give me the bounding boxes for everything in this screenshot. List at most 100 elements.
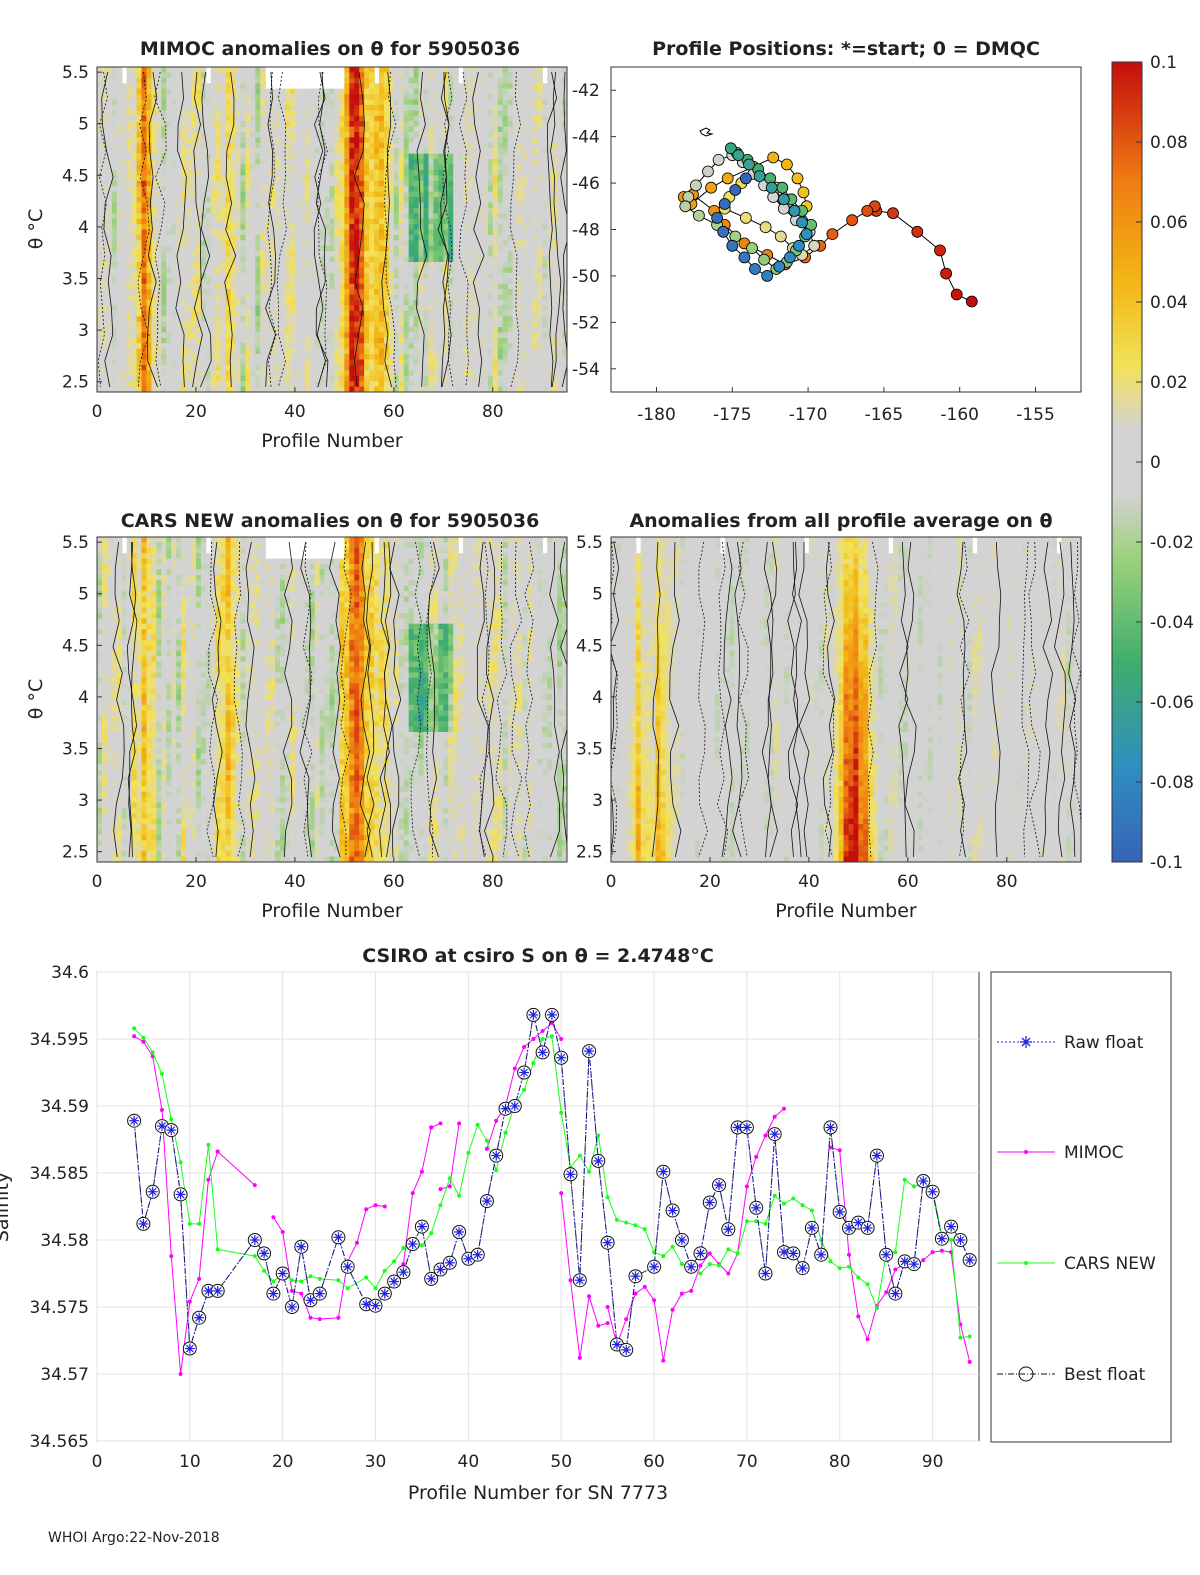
heatmap-cell (408, 229, 415, 236)
heatmap-cell (408, 348, 415, 355)
heatmap-cell (215, 381, 222, 388)
heatmap-cell (280, 153, 286, 160)
heatmap-cell (106, 234, 113, 241)
heatmap-cell (468, 305, 474, 312)
heatmap-cell (497, 375, 504, 382)
heatmap-cell (334, 175, 341, 182)
heatmap-cell (121, 289, 128, 296)
heatmap-cell (468, 283, 474, 290)
heatmap-cell (324, 213, 331, 220)
heatmap-cell (255, 381, 261, 388)
heatmap-cell (438, 321, 444, 328)
heatmap-cell (161, 240, 167, 247)
heatmap-cell (334, 148, 341, 155)
heatmap-cell (230, 359, 237, 366)
heatmap-cell (398, 88, 405, 95)
heatmap-cell (285, 278, 291, 285)
heatmap-cell (285, 283, 291, 290)
heatmap-cell (210, 305, 217, 312)
heatmap-cell (161, 234, 167, 241)
heatmap-cell (319, 229, 326, 236)
heatmap-cell (369, 213, 375, 220)
heatmap-cell (161, 321, 167, 328)
heatmap-cell (339, 359, 345, 366)
heatmap-cell (473, 327, 479, 334)
heatmap-cell (151, 364, 157, 371)
heatmap-cell (309, 88, 316, 95)
heatmap-cell (240, 310, 247, 317)
heatmap-cell (383, 262, 390, 269)
heatmap-cell (324, 164, 331, 171)
heatmap-cell (151, 278, 157, 285)
heatmap-cell (299, 278, 306, 285)
heatmap-cell (230, 267, 237, 274)
heatmap-cell (413, 137, 420, 144)
heatmap-cell (374, 191, 380, 198)
heatmap-cell (289, 115, 296, 122)
heatmap-cell (453, 121, 459, 128)
heatmap-cell (334, 337, 341, 344)
heatmap-cell (314, 256, 321, 263)
heatmap-cell (235, 359, 242, 366)
heatmap-cell (220, 207, 227, 214)
heatmap-cell (492, 153, 499, 160)
heatmap-cell (383, 370, 390, 377)
heatmap-cell (186, 283, 192, 290)
heatmap-cell (126, 354, 133, 361)
heatmap-cell (255, 348, 261, 355)
heatmap-cell (235, 327, 242, 334)
heatmap-cell (433, 207, 439, 214)
heatmap-cell (438, 375, 444, 382)
heatmap-cell (379, 94, 385, 101)
heatmap-cell (151, 175, 157, 182)
heatmap-cell (512, 207, 519, 214)
heatmap-cell (275, 175, 281, 182)
heatmap-cell (507, 289, 514, 296)
heatmap-cell (230, 159, 237, 166)
heatmap-cell (448, 354, 454, 361)
heatmap-cell (176, 321, 182, 328)
heatmap-cell (428, 262, 435, 269)
heatmap-cell (349, 169, 355, 176)
heatmap-cell (502, 354, 509, 361)
heatmap-cell (433, 229, 439, 236)
heatmap-cell (97, 104, 103, 111)
heatmap-cell (329, 142, 336, 149)
heatmap-cell (319, 278, 326, 285)
heatmap-cell (428, 83, 435, 90)
heatmap-cell (388, 299, 395, 306)
heatmap-cell (220, 332, 227, 339)
heatmap-cell (497, 310, 504, 317)
heatmap-cell (398, 159, 405, 166)
heatmap-cell (433, 126, 439, 133)
heatmap-cell (101, 245, 108, 252)
heatmap-cell (97, 370, 103, 377)
heatmap-cell (136, 218, 143, 225)
heatmap-cell (354, 370, 360, 377)
heatmap-cell (443, 386, 449, 392)
heatmap-cell (126, 316, 133, 323)
heatmap-cell (364, 327, 370, 334)
heatmap-cell (383, 316, 390, 323)
heatmap-cell (448, 375, 454, 382)
heatmap-cell (393, 175, 400, 182)
heatmap-cell (423, 180, 430, 187)
heatmap-cell (304, 359, 311, 366)
heatmap-cell (146, 148, 153, 155)
heatmap-cell (319, 175, 326, 182)
heatmap-cell (294, 137, 301, 144)
heatmap-cell (418, 381, 425, 388)
heatmap-cell (156, 364, 162, 371)
heatmap-cell (374, 337, 380, 344)
heatmap-cell (502, 67, 509, 74)
heatmap-cell (398, 67, 405, 74)
heatmap-cell (225, 110, 232, 117)
heatmap-cell (97, 83, 103, 90)
heatmap-cell (383, 229, 390, 236)
heatmap-cell (388, 153, 395, 160)
heatmap-cell (176, 234, 182, 241)
heatmap-cell (398, 229, 405, 236)
heatmap-cell (413, 321, 420, 328)
heatmap-cell (482, 110, 489, 117)
heatmap-cell (403, 83, 410, 90)
